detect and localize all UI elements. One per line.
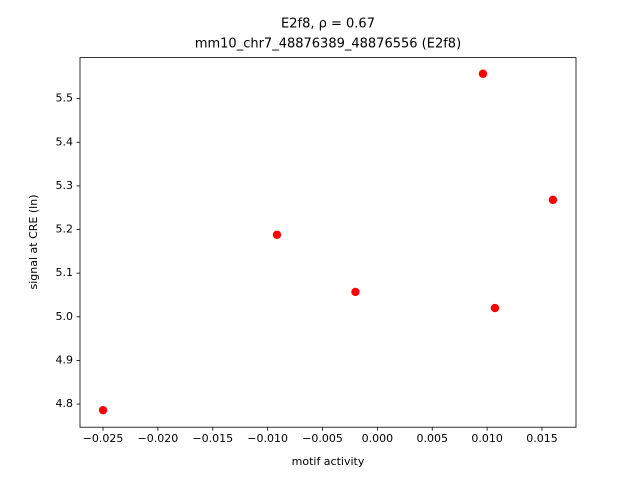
x-tick-label: 0.005 (416, 432, 448, 445)
point (478, 69, 488, 78)
y-tick-label: 4.8 (56, 397, 74, 410)
chart-subtitle: mm10_chr7_48876389_48876556 (E2f8) (195, 37, 461, 52)
point (490, 303, 500, 313)
x-axis-label: motif activity (292, 455, 365, 468)
y-tick-label: 5.1 (56, 266, 74, 279)
y-tick-label: 5.0 (56, 310, 74, 323)
point (98, 405, 108, 415)
x-tick-label: 0.000 (362, 432, 394, 445)
y-tick-label: 5.2 (56, 223, 74, 236)
x-tick-label: −0.020 (138, 432, 179, 445)
x-tick-label: −0.025 (83, 432, 124, 445)
y-tick-label: 5.5 (56, 92, 74, 105)
x-tick-label: −0.015 (192, 432, 233, 445)
y-tick-label: 5.3 (56, 179, 74, 192)
point (272, 230, 282, 239)
x-tick-label: −0.005 (302, 432, 343, 445)
plot-frame (79, 57, 577, 428)
y-tick-label: 4.9 (56, 353, 74, 366)
x-tick-label: 0.015 (526, 432, 558, 445)
y-tick-label: 5.4 (56, 135, 74, 148)
x-tick-label: −0.010 (247, 432, 288, 445)
chart-title: E2f8, ρ = 0.67 (281, 17, 375, 32)
point (548, 195, 558, 205)
point (351, 287, 360, 297)
x-tick-label: 0.010 (471, 432, 503, 445)
y-axis-label: signal at CRE (ln) (27, 195, 40, 290)
